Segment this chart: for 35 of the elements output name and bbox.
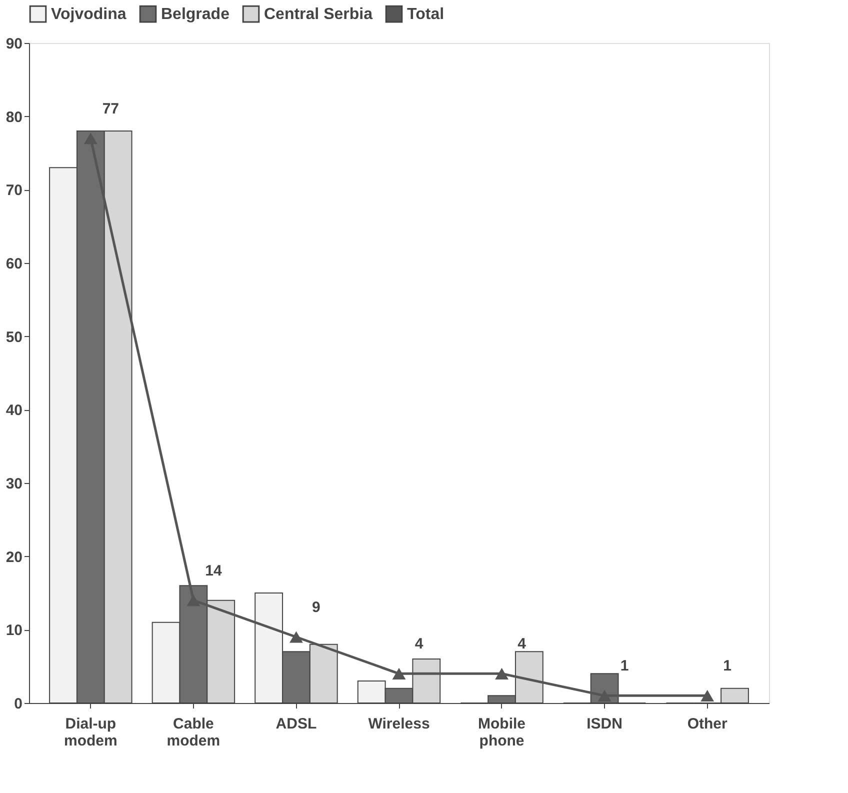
x-tick-label: Other	[687, 716, 728, 732]
point	[392, 668, 406, 680]
x-tick-label: Cable modem	[166, 716, 220, 750]
y-tick-label: 90	[6, 36, 22, 52]
legend-label: Total	[407, 6, 444, 24]
y-tick-label: 20	[6, 548, 22, 566]
legend-label: Belgrade	[161, 6, 230, 24]
data-label: 1	[723, 658, 732, 675]
x-tick-label: ISDN	[586, 716, 622, 732]
data-label: 77	[102, 100, 120, 118]
data-label: 9	[312, 599, 320, 616]
y-tick-label: 50	[6, 328, 22, 346]
point	[186, 594, 200, 606]
point	[495, 668, 508, 680]
point	[84, 132, 98, 144]
data-label: 4	[518, 636, 527, 653]
y-tick-label: 10	[6, 622, 22, 640]
y-tick-label: 60	[6, 256, 22, 272]
x-tick-label: ADSL	[276, 716, 317, 732]
x-tick-label: Dial-up modem	[64, 716, 118, 750]
y-tick-label: 30	[6, 476, 22, 492]
data-label: 14	[205, 562, 222, 580]
legend-label: Vojvodina	[51, 6, 126, 24]
point	[700, 690, 714, 702]
point	[598, 690, 612, 702]
point	[290, 631, 303, 643]
data-label: 4	[414, 636, 424, 653]
x-tick-label: Mobile phone	[478, 716, 526, 750]
y-tick-label: 70	[6, 182, 22, 200]
x-tick-label: Wireless	[368, 716, 430, 732]
legend-label: Central Serbia	[264, 6, 373, 24]
y-tick-label: 80	[6, 108, 22, 126]
y-tick-label: 0	[14, 696, 22, 712]
data-label: 1	[620, 658, 629, 675]
y-tick-label: 40	[6, 402, 22, 420]
